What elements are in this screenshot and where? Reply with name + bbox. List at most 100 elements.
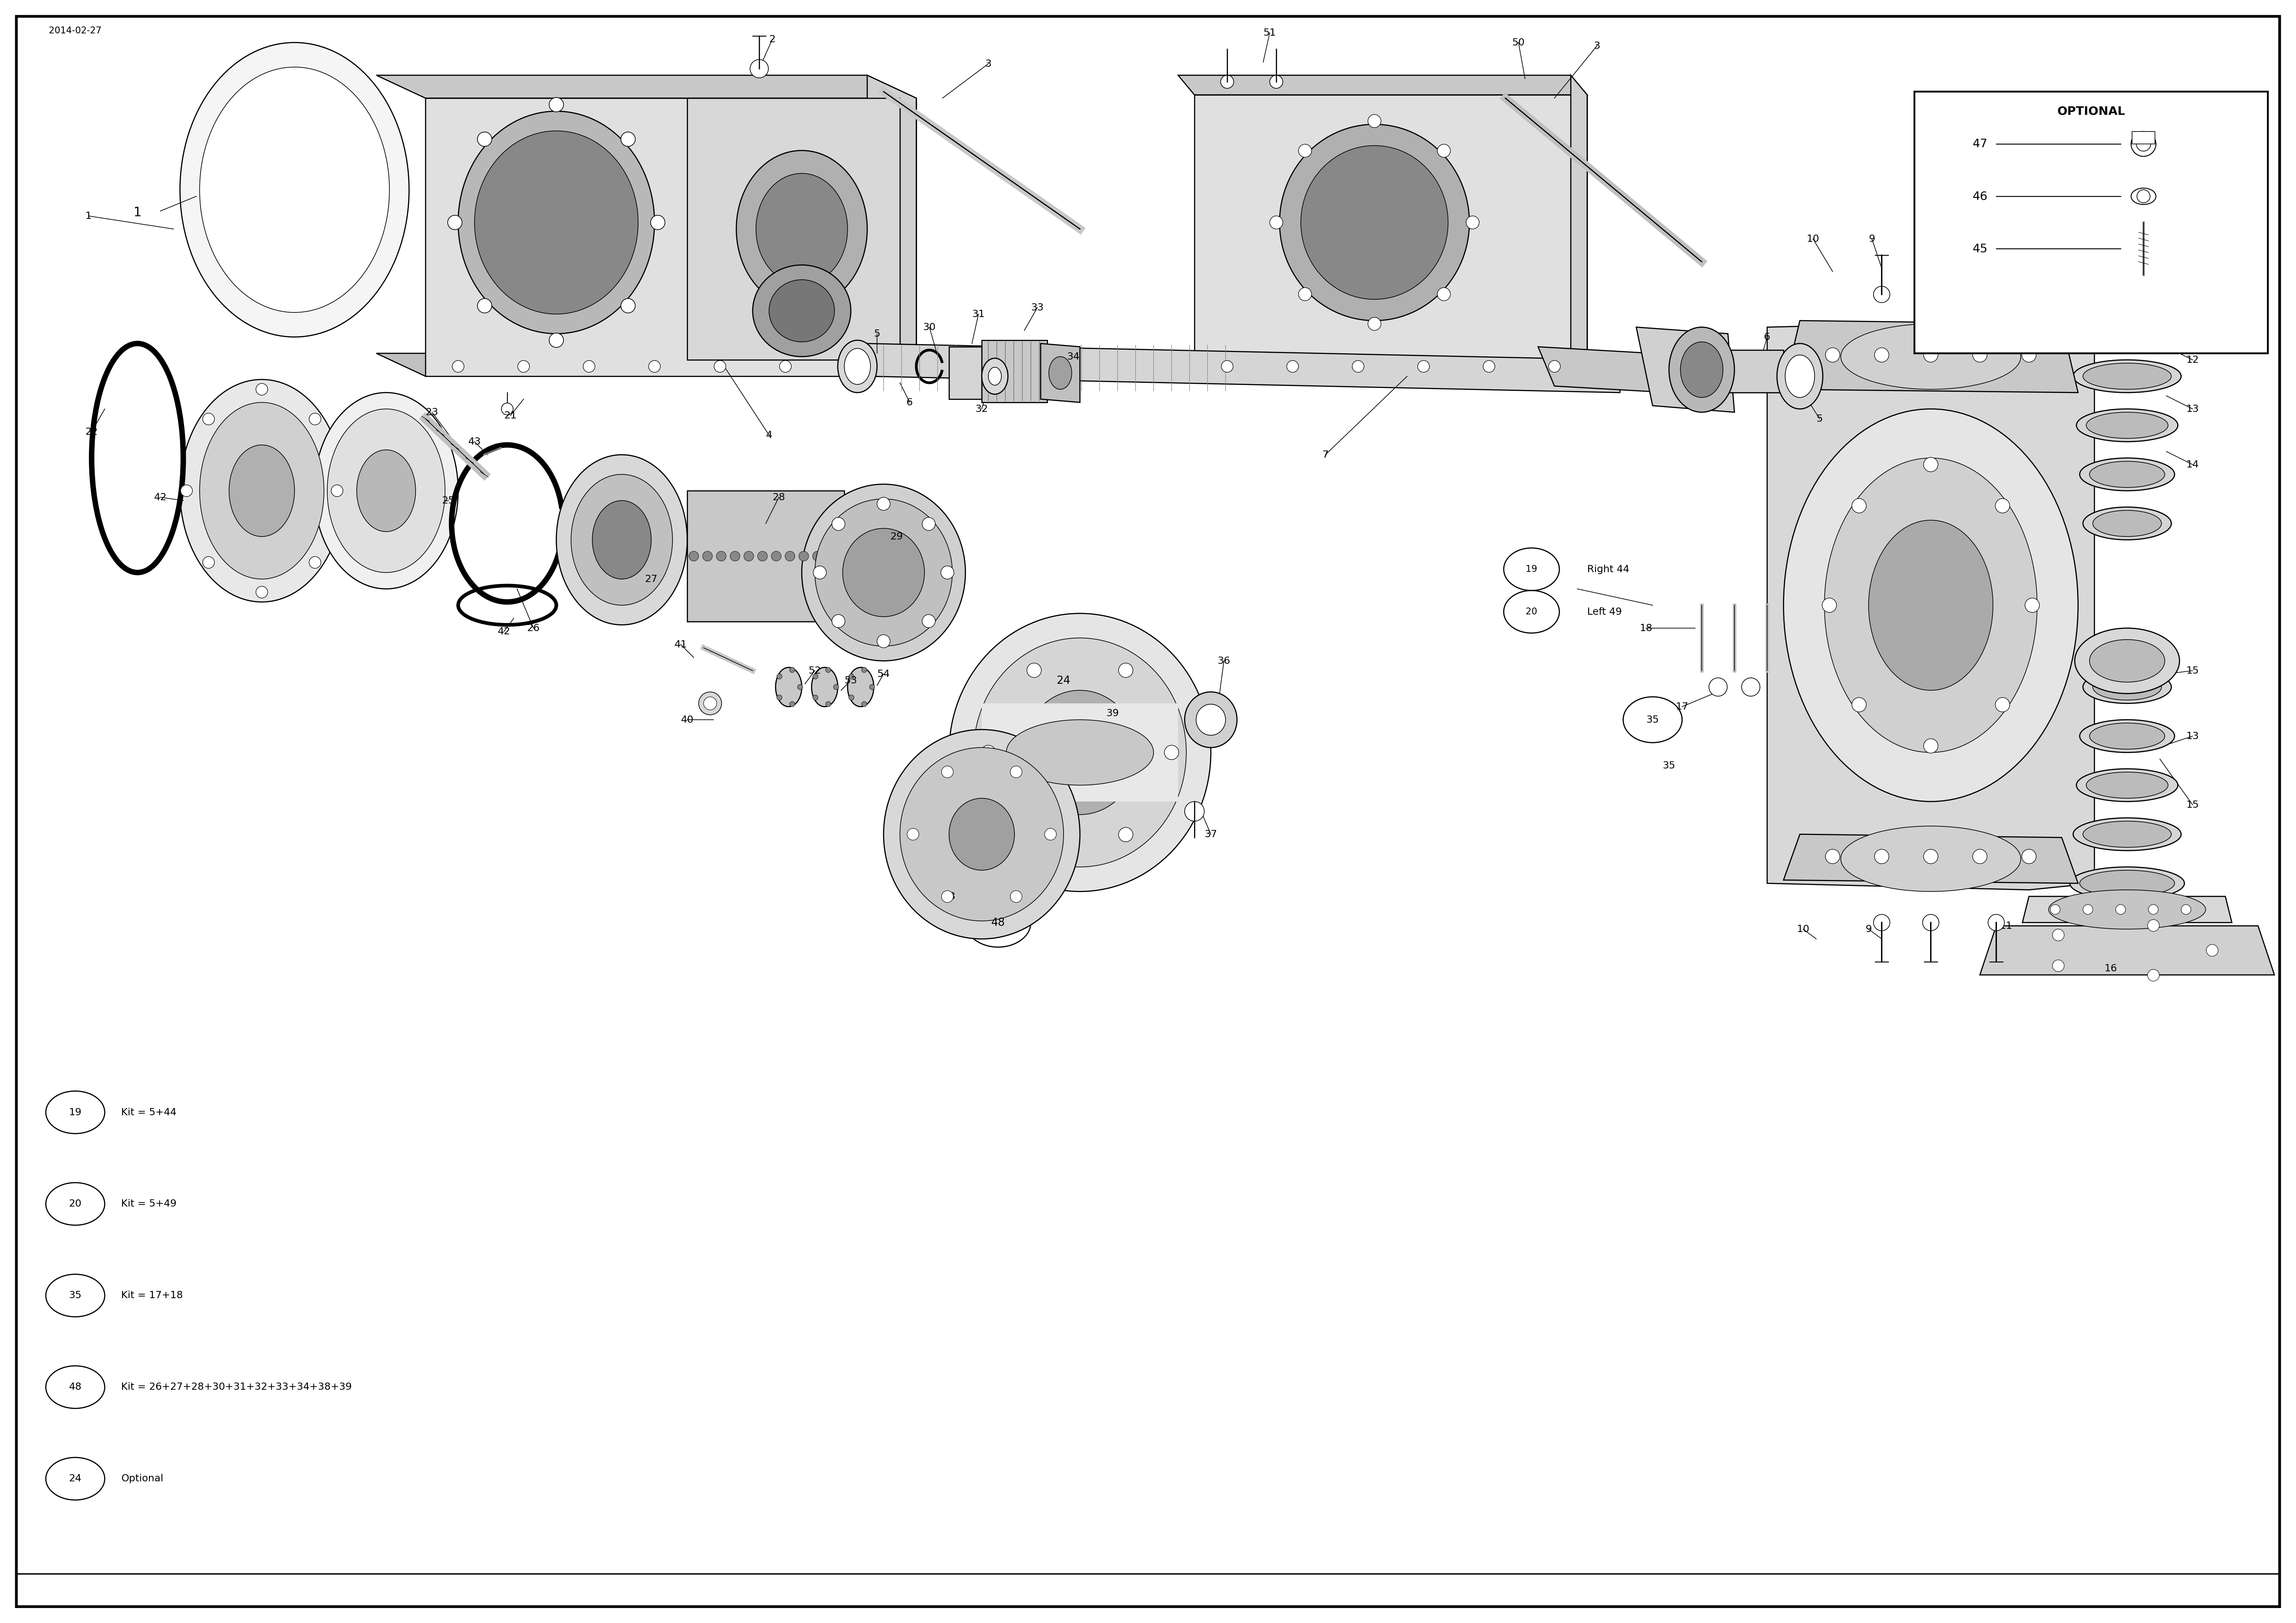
Text: 24: 24 [69,1474,83,1483]
Polygon shape [1701,351,1784,393]
Ellipse shape [2087,412,2167,438]
Polygon shape [1570,75,1587,377]
Circle shape [1924,738,1938,753]
Circle shape [1368,318,1380,331]
Polygon shape [1538,347,1669,393]
Circle shape [689,552,698,562]
Ellipse shape [2131,188,2156,204]
Ellipse shape [2089,461,2165,487]
Ellipse shape [2092,674,2161,700]
Circle shape [2050,295,2060,305]
Circle shape [1874,849,1890,863]
Ellipse shape [2080,315,2174,341]
Bar [948,347,983,399]
Circle shape [1853,698,1867,712]
Circle shape [1185,802,1205,821]
Circle shape [1368,115,1380,128]
Ellipse shape [815,498,953,646]
Circle shape [716,552,726,562]
Polygon shape [1784,321,2078,393]
Circle shape [827,552,836,562]
Circle shape [501,403,512,415]
Circle shape [730,552,739,562]
Circle shape [1972,849,1986,863]
Circle shape [703,552,712,562]
Ellipse shape [948,613,1210,891]
Circle shape [478,299,491,313]
Text: 20: 20 [1527,607,1538,617]
Ellipse shape [838,341,877,393]
Ellipse shape [884,730,1079,940]
Circle shape [1010,766,1022,777]
Circle shape [549,97,563,112]
Circle shape [850,674,854,678]
Ellipse shape [200,67,390,313]
Polygon shape [1178,75,1587,94]
Ellipse shape [2080,870,2174,896]
Circle shape [1045,828,1056,841]
Text: 42: 42 [498,626,510,636]
Circle shape [813,695,817,700]
Circle shape [941,566,953,579]
Circle shape [1972,347,1986,362]
Text: 13: 13 [2186,732,2200,740]
Ellipse shape [1825,458,2037,753]
Ellipse shape [2076,628,2179,693]
Text: 3: 3 [985,58,992,68]
Polygon shape [1979,925,2275,975]
Circle shape [758,552,767,562]
Text: 9: 9 [1864,925,1871,933]
Circle shape [1437,287,1451,300]
Polygon shape [1784,834,2078,883]
Circle shape [1270,216,1283,229]
Circle shape [790,701,794,706]
Circle shape [907,828,918,841]
Circle shape [813,674,817,678]
Ellipse shape [1869,519,1993,690]
Circle shape [1924,347,1938,362]
Circle shape [1010,891,1022,902]
Text: 37: 37 [1205,829,1217,839]
Ellipse shape [2092,510,2161,537]
Text: 47: 47 [1972,138,1988,149]
Ellipse shape [2087,773,2167,799]
Text: 33: 33 [1031,304,1045,312]
Text: 41: 41 [675,639,687,649]
Circle shape [2023,347,2037,362]
Text: 19: 19 [1527,565,1538,575]
Circle shape [2147,969,2158,982]
Ellipse shape [315,393,459,589]
Text: 12: 12 [2186,355,2200,365]
Text: 34: 34 [1068,352,1079,362]
Text: 24: 24 [1056,675,1070,687]
Circle shape [2149,295,2158,305]
Circle shape [1924,849,1938,863]
Ellipse shape [1841,826,2020,891]
Text: 22: 22 [85,427,99,437]
Ellipse shape [2080,458,2174,490]
Text: 40: 40 [682,716,693,724]
Text: 6: 6 [907,398,914,407]
Circle shape [2115,904,2126,914]
Circle shape [831,615,845,628]
Ellipse shape [974,638,1187,867]
Ellipse shape [2089,639,2165,682]
Ellipse shape [1196,704,1226,735]
Text: 53: 53 [845,675,856,685]
Text: Kit = 5+44: Kit = 5+44 [122,1107,177,1117]
Circle shape [877,497,891,510]
Text: 8: 8 [2179,279,2186,289]
Circle shape [771,552,781,562]
Text: 50: 50 [1513,37,1525,47]
Circle shape [714,360,726,372]
Circle shape [620,299,636,313]
Polygon shape [1194,94,1587,377]
Circle shape [703,696,716,709]
Text: Optional: Optional [122,1474,163,1483]
Ellipse shape [776,667,801,706]
Circle shape [827,701,831,706]
Ellipse shape [1777,344,1823,409]
Circle shape [478,131,491,146]
Ellipse shape [987,367,1001,385]
Text: 31: 31 [971,310,985,318]
